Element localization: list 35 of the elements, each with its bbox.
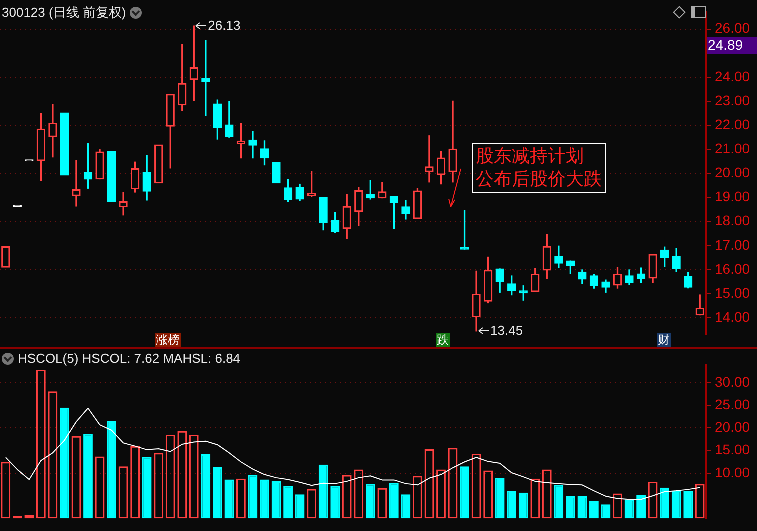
candlestick — [72, 160, 81, 207]
annotation: 跌 — [436, 333, 450, 347]
annotation: 财 — [657, 333, 671, 347]
annotation: 公布后股价大跌 — [476, 168, 602, 191]
candlestick — [107, 151, 116, 202]
y-tick-label: 10.00 — [715, 464, 750, 480]
y-tick-label: 21.00 — [715, 140, 750, 156]
annotation: 13.45 — [490, 323, 524, 340]
y-tick-label: 26.00 — [715, 20, 750, 36]
chart-title: 300123 (日线 前复权) — [2, 4, 126, 22]
y-tick-label: 17.00 — [715, 236, 750, 253]
annotation: 股东减持计划 — [476, 145, 585, 168]
y-tick-label: 19.00 — [715, 188, 750, 205]
candlestick — [248, 131, 258, 159]
annotation: 26.13 — [208, 18, 241, 34]
y-tick-label: 23.00 — [715, 92, 750, 108]
annotation: 涨榜 — [155, 333, 181, 347]
candlestick — [154, 144, 164, 184]
y-tick-label: 22.00 — [715, 116, 750, 132]
y-tick-label: 20.00 — [715, 419, 750, 436]
y-tick-label: 16.00 — [715, 260, 750, 277]
candlestick — [60, 112, 70, 176]
y-tick-label: 24.00 — [715, 68, 750, 84]
y-tick-label: 15.00 — [715, 442, 750, 458]
candlestick — [425, 136, 434, 183]
y-tick-label: 18.00 — [715, 212, 750, 229]
y-tick-label: 15.00 — [715, 284, 750, 301]
text: 24.89 — [707, 37, 757, 54]
chart-title: HSCOL(5) HSCOL: 7.62 MAHSL: 6.84 — [18, 351, 241, 366]
candlestick — [272, 162, 281, 184]
y-tick-label: 14.00 — [715, 309, 750, 326]
y-tick-label: 25.00 — [715, 396, 750, 413]
candlestick — [119, 192, 128, 216]
y-tick-label: 30.00 — [715, 374, 750, 390]
y-tick-label: 20.00 — [715, 164, 750, 181]
